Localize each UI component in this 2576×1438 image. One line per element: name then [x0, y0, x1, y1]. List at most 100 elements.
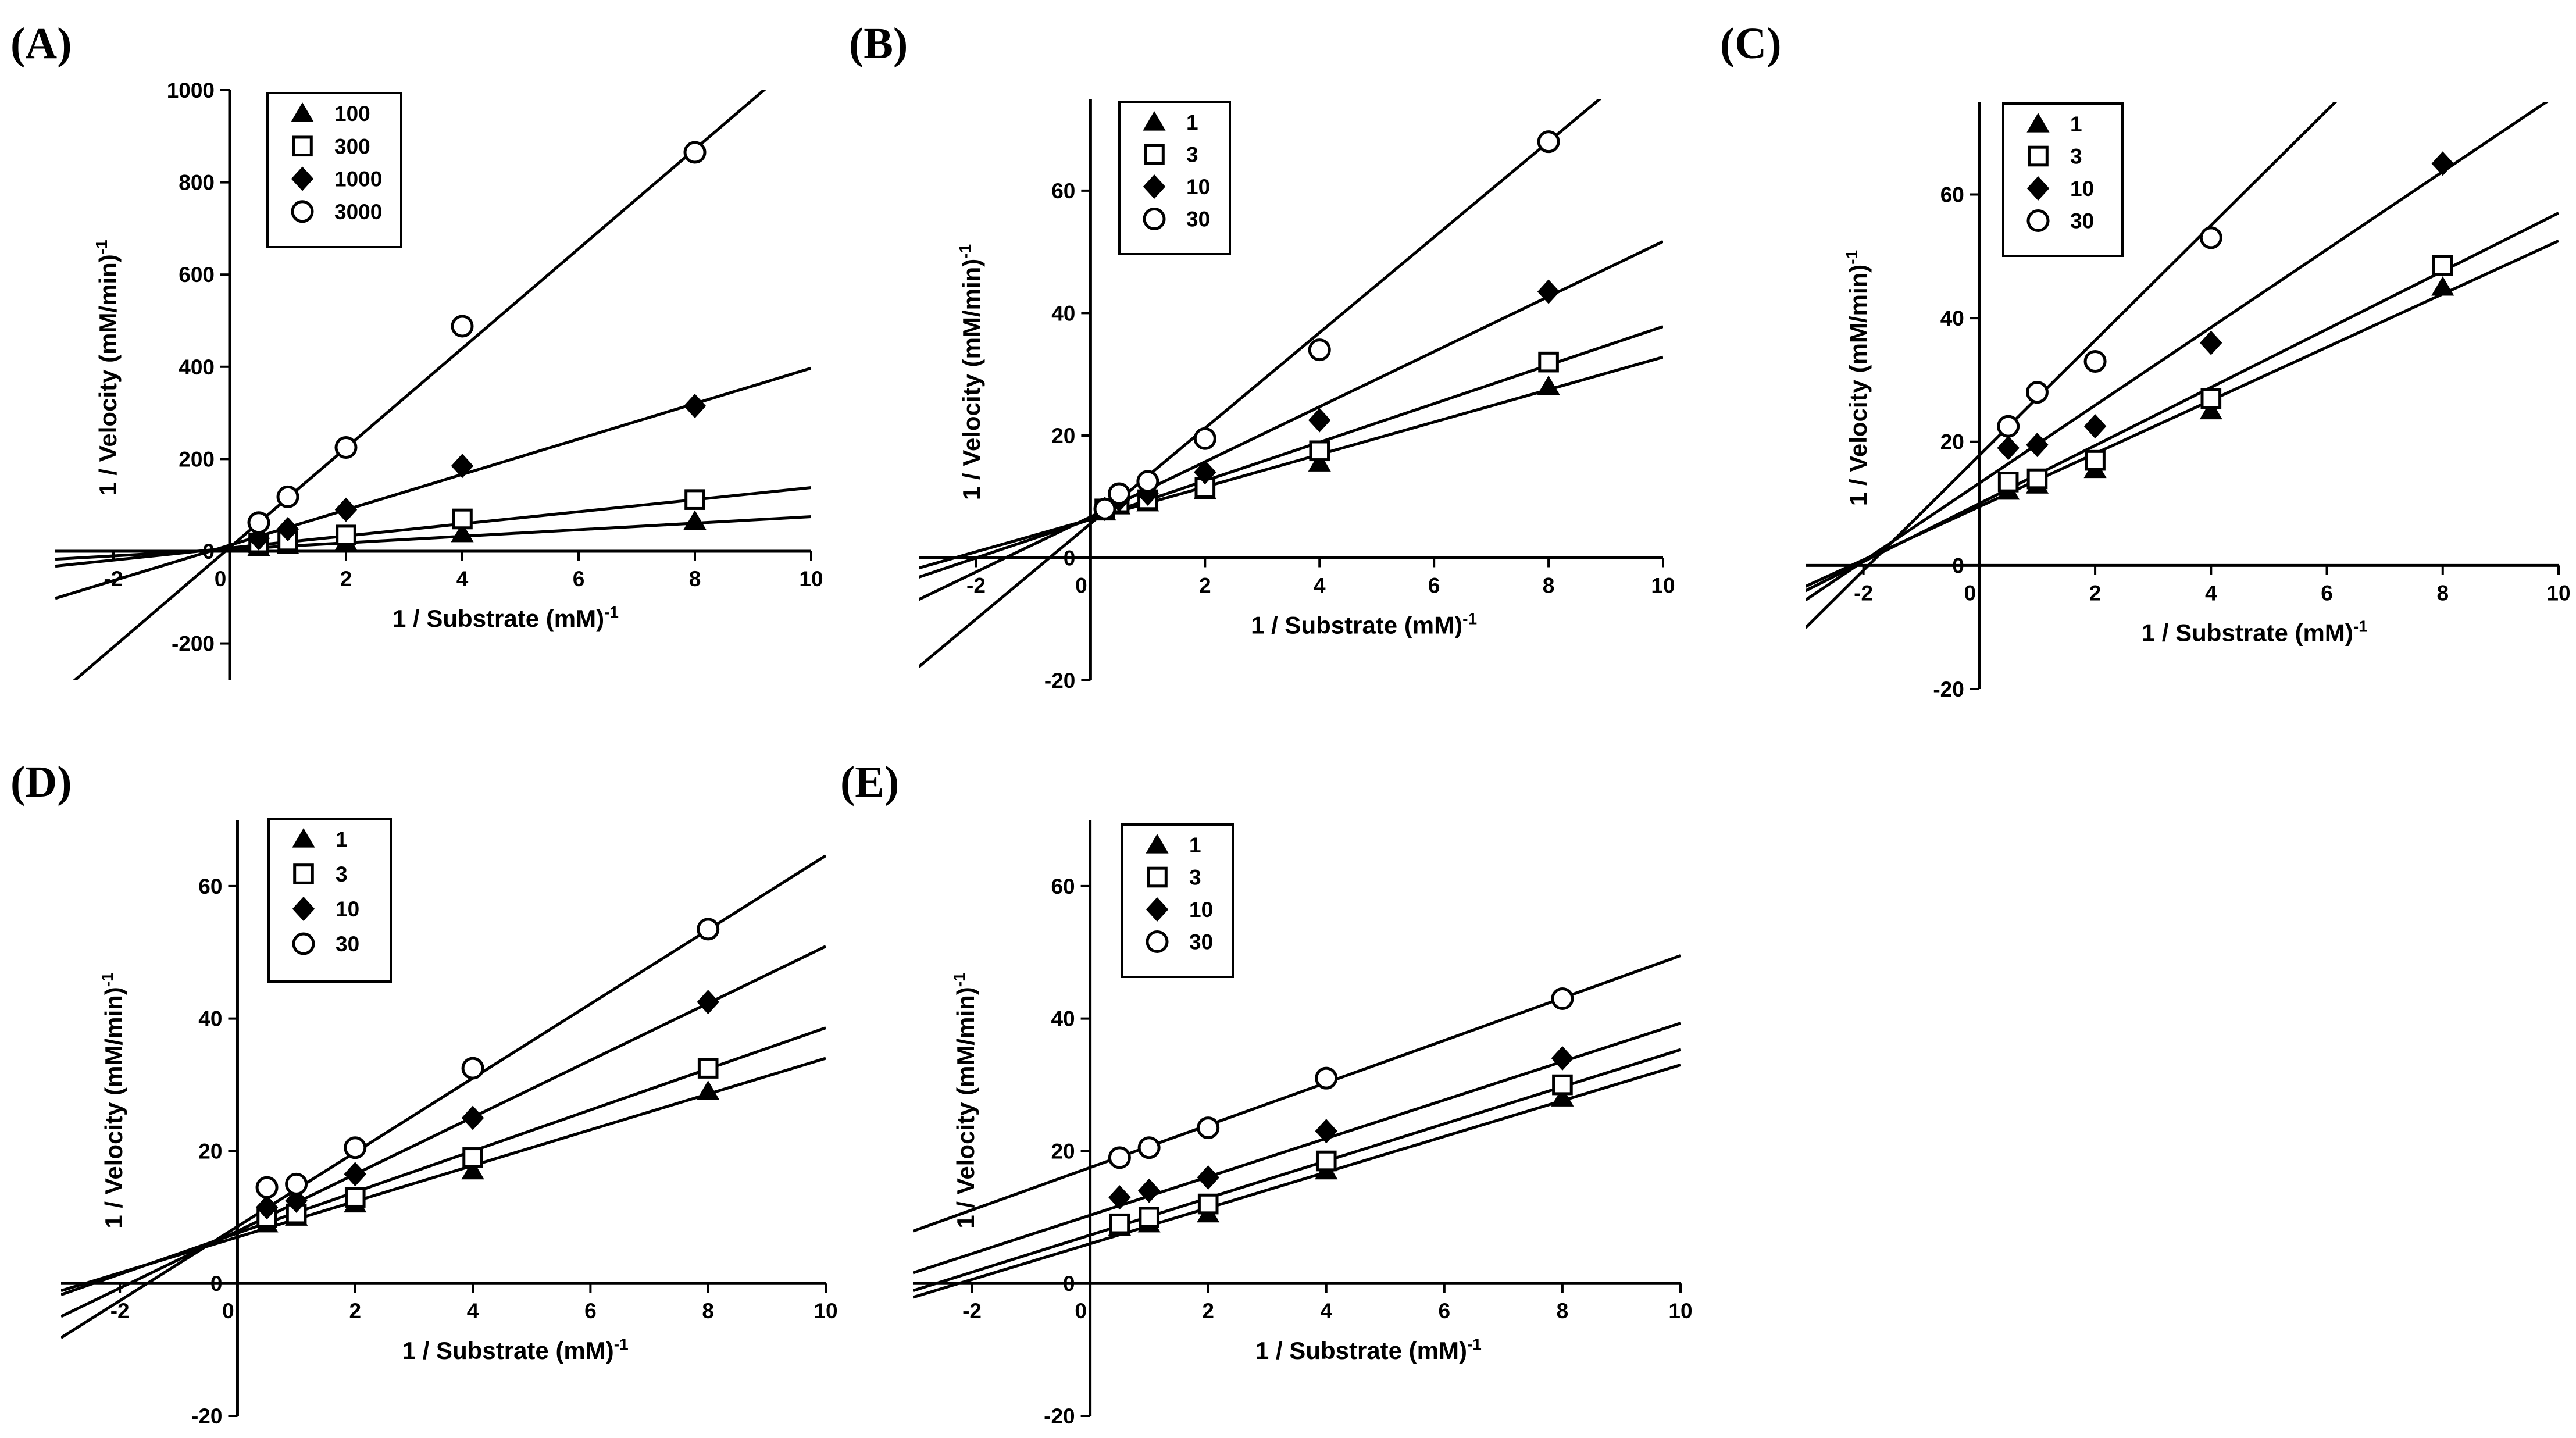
x-tick-label: 2: [2089, 581, 2102, 605]
y-tick-label: 20: [1051, 1139, 1075, 1163]
data-point-30: [255, 1176, 279, 1199]
legend: 100 300 1000 3000: [266, 92, 402, 248]
data-point-3: [2026, 468, 2048, 490]
data-point-1000: [334, 497, 358, 522]
x-tick-label: 8: [2436, 581, 2449, 605]
y-tick-label: 40: [1051, 301, 1075, 325]
data-point-3: [1309, 440, 1330, 462]
legend-marker-3: [293, 863, 314, 884]
data-point-30: [1315, 1066, 1338, 1090]
x-tick-label: 8: [702, 1299, 714, 1323]
x-tick-label: 4: [467, 1299, 479, 1323]
legend-box: [1118, 101, 1231, 255]
data-point-1: [1551, 1087, 1574, 1107]
data-point-3: [2432, 255, 2453, 276]
x-tick-label: 2: [340, 567, 352, 591]
data-point-1: [697, 1080, 720, 1100]
x-tick-label: 10: [799, 567, 823, 591]
y-tick-label: 0: [210, 1272, 223, 1296]
legend-marker-3000: [291, 200, 314, 223]
y-tick-label: 200: [179, 447, 215, 471]
y-tick-label: 1000: [167, 78, 215, 102]
data-point-30: [1136, 470, 1159, 493]
data-point-3000: [451, 315, 474, 338]
legend-label: 1: [336, 827, 348, 851]
data-point-30: [1197, 1116, 1220, 1140]
data-point-1: [2199, 399, 2222, 420]
data-point-10: [1194, 460, 1216, 485]
x-tick-label: 6: [1439, 1299, 1451, 1323]
y-tick-label: 60: [1051, 179, 1075, 203]
legend-marker-300: [292, 135, 313, 157]
legend-marker-1: [2026, 113, 2050, 133]
data-point-30: [285, 1172, 308, 1196]
data-point-30: [1137, 1136, 1161, 1159]
x-tick-label: -2: [1854, 581, 1873, 605]
y-tick-label: 800: [179, 171, 215, 195]
x-axis-title: 1 / Substrate (mM)-1: [1251, 609, 1477, 638]
x-axis-title: 1 / Substrate (mM)-1: [2142, 617, 2368, 646]
legend: 1 3 10 30: [1118, 101, 1231, 255]
data-point-300: [336, 524, 356, 546]
legend-label: 1000: [334, 167, 382, 191]
x-tick-label: 8: [1543, 573, 1555, 597]
data-point-30: [1997, 415, 2020, 438]
y-tick-label: -20: [191, 1404, 222, 1428]
legend-label: 1: [1186, 110, 1198, 134]
data-point-3: [1197, 1193, 1219, 1215]
legend-marker-10: [2026, 176, 2050, 201]
legend-label: 1: [1189, 833, 1201, 857]
data-point-1000: [276, 516, 299, 541]
data-point-30: [1551, 987, 1574, 1010]
y-axis-title: 1 / Velocity (mM/min)-1: [1843, 250, 1872, 506]
legend-box: [2002, 102, 2124, 257]
fit-line-10: [919, 240, 1663, 601]
panel-label: (A): [10, 19, 72, 68]
x-tick-label: 4: [456, 567, 469, 591]
y-tick-label: 40: [1940, 306, 1964, 330]
data-point-10: [1137, 1178, 1161, 1203]
legend-label: 300: [334, 134, 370, 158]
fit-line-30: [1806, 102, 2338, 629]
x-tick-label: 8: [1557, 1299, 1569, 1323]
panel-label: (E): [840, 758, 899, 807]
x-tick-label: 4: [2205, 581, 2217, 605]
data-point-30: [1308, 338, 1331, 362]
legend-box: [267, 818, 392, 983]
panel-label: (C): [1720, 19, 1782, 68]
legend: 1 3 10 30: [267, 818, 392, 983]
y-tick-label: -20: [1933, 677, 1964, 701]
data-point-10: [697, 990, 719, 1015]
x-tick-label: 6: [584, 1299, 597, 1323]
data-point-10: [344, 1162, 366, 1187]
legend-label: 30: [1189, 930, 1213, 954]
x-tick-label: 10: [2546, 581, 2570, 605]
data-point-30: [2199, 226, 2222, 249]
x-tick-label: 4: [1314, 573, 1326, 597]
y-tick-label: -20: [1044, 1404, 1075, 1428]
data-point-30: [1108, 1146, 1131, 1169]
legend-marker-1000: [291, 166, 314, 191]
x-tick-label: -2: [962, 1299, 982, 1323]
x-tick-label: 6: [1428, 573, 1440, 597]
data-point-30: [1193, 427, 1216, 450]
legend-label: 30: [2070, 209, 2094, 233]
y-axis-title: 1 / Velocity (mM/min)-1: [92, 240, 122, 495]
data-point-30: [461, 1057, 484, 1080]
x-tick-label: 10: [814, 1299, 837, 1323]
fit-lines: [1806, 102, 2559, 629]
legend-label: 3000: [334, 200, 382, 224]
data-point-30: [2025, 381, 2049, 404]
data-point-30: [1537, 130, 1560, 154]
legend-marker-30: [1146, 930, 1169, 953]
x-tick-label: 2: [1202, 1299, 1214, 1323]
x-tick-label: 0: [1075, 1299, 1087, 1323]
data-point-300: [684, 489, 705, 510]
data-point-30: [1093, 497, 1116, 520]
fit-line-10: [1806, 102, 2549, 601]
y-axis-title: 1 / Velocity (mM/min)-1: [98, 972, 127, 1228]
y-axis-title: 1 / Velocity (mM/min)-1: [950, 972, 979, 1228]
